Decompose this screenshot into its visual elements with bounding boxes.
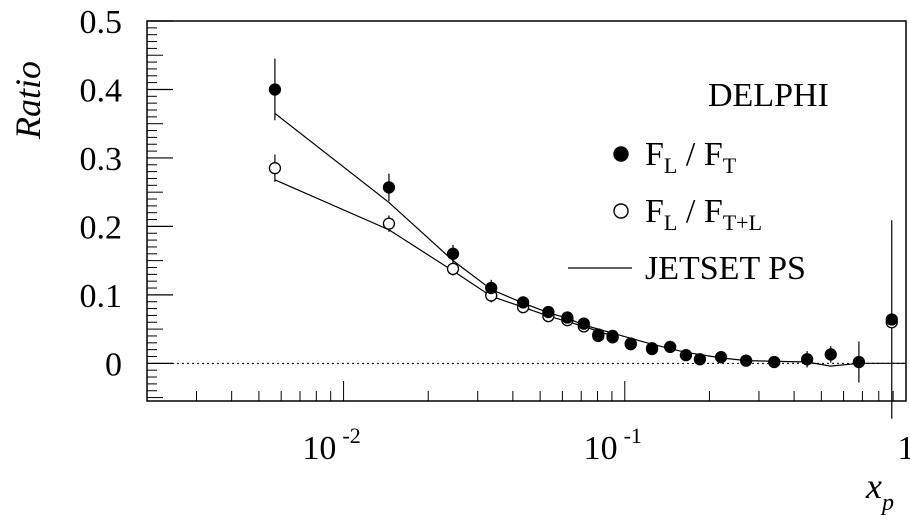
y-axis-ticks	[147, 20, 173, 399]
jetset-curves	[274, 112, 906, 367]
data-point-filled	[693, 353, 707, 366]
plot-frame	[146, 20, 907, 402]
data-point-filled	[768, 355, 781, 369]
jetset-curve	[274, 179, 613, 337]
data-point-filled	[268, 83, 282, 96]
legend-label: FL / FT	[645, 136, 737, 178]
data-point-filled	[592, 328, 605, 341]
x-axis-label: xp	[865, 466, 894, 516]
legend-label: FL / FT+L	[645, 193, 762, 235]
y-tick-label: 0.5	[80, 4, 123, 41]
data-point-filled	[739, 354, 753, 367]
legend-marker-open	[613, 203, 629, 219]
data-point-filled	[714, 351, 728, 364]
data-point-filled	[446, 247, 460, 260]
data-point-filled	[800, 353, 814, 366]
data-point-filled	[382, 181, 396, 194]
y-tick-label: 0.3	[80, 141, 123, 178]
data-point-filled	[561, 311, 574, 324]
y-tick-label: 0	[105, 346, 122, 383]
data-point-filled	[679, 348, 693, 362]
data-point-filled	[824, 348, 837, 361]
data-point-filled	[516, 296, 530, 309]
data-point-filled	[885, 313, 898, 326]
data-point-open	[382, 217, 396, 230]
data-point-open	[268, 162, 282, 175]
legend-label: JETSET PS	[645, 250, 806, 287]
x-axis-tick-labels: 10 -2 10 -1 1	[302, 423, 910, 467]
y-tick-label: 0.4	[80, 72, 123, 109]
x-axis-ticks	[146, 381, 907, 401]
data-point-filled	[624, 337, 637, 350]
y-axis-label: Ratio	[8, 61, 48, 140]
data-point-filled	[577, 317, 590, 330]
data-point-filled	[542, 305, 555, 319]
data-point-filled	[485, 281, 498, 295]
legend: FL / FT FL / FT+L JETSET PS	[568, 136, 806, 287]
x-tick-label: 10 -2	[302, 423, 360, 467]
data-point-filled	[606, 329, 619, 343]
x-tick-label: 10 -1	[584, 423, 642, 467]
y-tick-label: 0.2	[80, 209, 123, 246]
plot-area	[146, 20, 907, 419]
data-point-open	[446, 262, 460, 276]
data-point-filled	[664, 340, 677, 354]
y-axis-tick-labels: 0 0.1 0.2 0.3 0.4 0.5	[80, 4, 123, 383]
x-tick-label: 1	[898, 430, 910, 467]
data-point-filled	[645, 342, 659, 355]
chart-title: DELPHI	[708, 77, 829, 114]
legend-marker-filled	[613, 146, 629, 162]
data-point-filled	[852, 355, 866, 369]
y-tick-label: 0.1	[80, 278, 123, 315]
data-markers	[268, 83, 898, 369]
